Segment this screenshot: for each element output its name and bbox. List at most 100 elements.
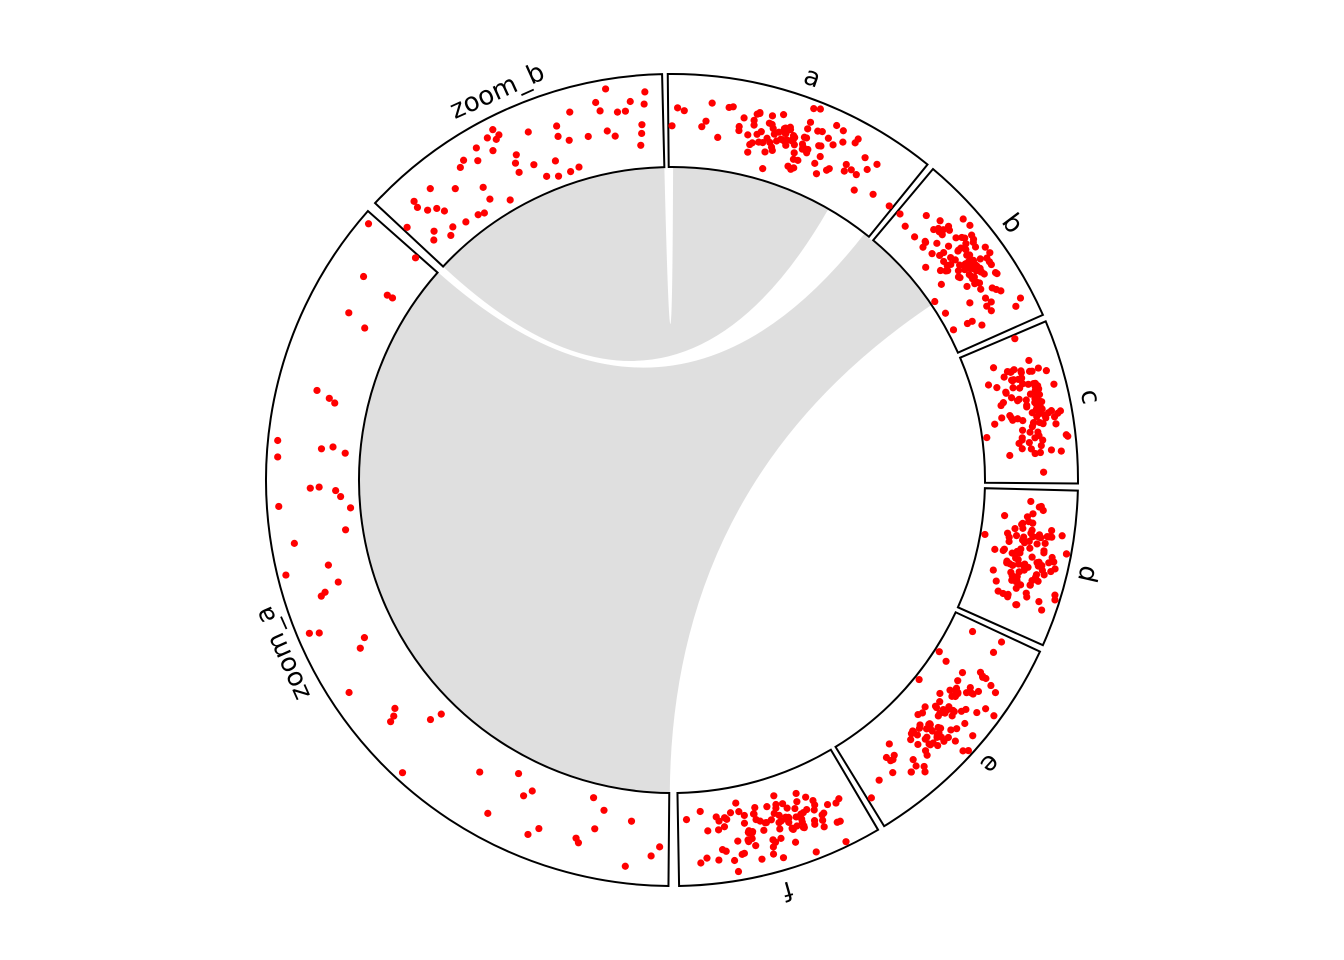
point-zoom_b bbox=[566, 108, 574, 116]
point-f bbox=[760, 826, 768, 834]
point-zoom_b bbox=[553, 122, 561, 130]
point-zoom_b bbox=[621, 107, 630, 115]
point-e bbox=[989, 648, 998, 657]
point-zoom_b bbox=[479, 183, 487, 191]
point-b bbox=[938, 231, 946, 239]
point-e bbox=[962, 689, 971, 697]
point-e bbox=[973, 708, 981, 717]
point-zoom_a bbox=[514, 769, 523, 778]
point-b bbox=[944, 222, 953, 230]
point-zoom_a bbox=[535, 824, 543, 833]
point-f bbox=[704, 827, 712, 835]
point-c bbox=[993, 384, 1001, 392]
sector-zoom_b-border bbox=[373, 73, 666, 268]
point-zoom_a bbox=[383, 291, 391, 299]
point-a bbox=[816, 105, 825, 113]
point-zoom_a bbox=[600, 806, 608, 814]
point-b bbox=[944, 242, 953, 250]
point-a bbox=[759, 165, 767, 173]
point-e bbox=[921, 703, 929, 711]
point-d bbox=[1048, 527, 1056, 535]
point-d bbox=[1029, 533, 1037, 541]
point-f bbox=[812, 848, 820, 856]
point-d bbox=[1041, 539, 1049, 548]
point-e bbox=[920, 762, 928, 771]
point-f bbox=[756, 817, 764, 825]
point-zoom_a bbox=[528, 787, 536, 795]
point-d bbox=[1040, 571, 1048, 579]
point-b bbox=[922, 211, 930, 220]
point-c bbox=[1042, 414, 1050, 422]
point-b bbox=[978, 321, 986, 329]
point-b bbox=[959, 215, 967, 223]
point-e bbox=[921, 735, 929, 743]
point-a bbox=[784, 162, 792, 170]
point-c bbox=[989, 364, 998, 372]
point-b bbox=[980, 270, 988, 278]
point-zoom_b bbox=[565, 136, 573, 144]
point-zoom_b bbox=[638, 121, 646, 129]
sector-label-c: c bbox=[1074, 387, 1106, 407]
point-zoom_a bbox=[315, 629, 323, 637]
point-b bbox=[965, 270, 973, 279]
point-f bbox=[820, 809, 828, 817]
point-d bbox=[991, 545, 999, 553]
point-zoom_b bbox=[524, 128, 532, 136]
point-d bbox=[1018, 536, 1027, 544]
point-zoom_a bbox=[290, 539, 298, 547]
point-c bbox=[1008, 376, 1016, 384]
point-zoom_b bbox=[640, 100, 648, 108]
sector-b-border bbox=[871, 167, 1045, 355]
point-a bbox=[708, 99, 716, 107]
point-d bbox=[1058, 532, 1066, 540]
point-a bbox=[781, 129, 789, 137]
point-zoom_b bbox=[575, 163, 583, 171]
point-c bbox=[1007, 394, 1016, 402]
point-b bbox=[937, 280, 945, 288]
point-a bbox=[748, 139, 756, 147]
point-e bbox=[979, 673, 987, 681]
point-d bbox=[1007, 568, 1015, 576]
point-e bbox=[923, 751, 931, 759]
point-e bbox=[907, 736, 915, 744]
point-b bbox=[954, 273, 963, 281]
sector-label-b: b bbox=[995, 208, 1029, 239]
point-zoom_b bbox=[474, 157, 482, 165]
point-c bbox=[1057, 447, 1065, 455]
point-zoom_a bbox=[520, 792, 528, 800]
point-a bbox=[768, 112, 777, 120]
sector-label-zoom_a: zoom_a bbox=[249, 602, 317, 705]
point-b bbox=[962, 245, 970, 254]
point-zoom_b bbox=[638, 129, 646, 138]
point-zoom_a bbox=[329, 443, 337, 451]
point-a bbox=[810, 104, 818, 113]
point-c bbox=[1025, 367, 1034, 375]
point-b bbox=[956, 261, 964, 269]
point-d bbox=[1023, 513, 1032, 521]
point-b bbox=[987, 298, 995, 306]
point-zoom_b bbox=[456, 163, 464, 172]
point-e bbox=[958, 669, 967, 677]
point-b bbox=[969, 256, 978, 264]
point-b bbox=[992, 285, 1000, 294]
point-a bbox=[852, 171, 860, 179]
point-f bbox=[819, 816, 827, 824]
point-b bbox=[986, 249, 994, 257]
point-a bbox=[873, 160, 881, 168]
point-b bbox=[966, 299, 974, 307]
point-b bbox=[947, 260, 955, 269]
point-e bbox=[987, 681, 995, 690]
point-e bbox=[990, 712, 998, 720]
point-zoom_b bbox=[506, 196, 514, 204]
point-f bbox=[792, 789, 800, 798]
point-a bbox=[789, 155, 798, 163]
point-zoom_b bbox=[413, 203, 422, 211]
point-zoom_a bbox=[274, 436, 282, 445]
point-e bbox=[935, 648, 943, 656]
point-d bbox=[994, 587, 1002, 595]
point-zoom_b bbox=[554, 132, 562, 140]
point-c bbox=[1035, 391, 1044, 399]
point-c bbox=[1006, 368, 1015, 376]
point-zoom_a bbox=[621, 862, 629, 870]
